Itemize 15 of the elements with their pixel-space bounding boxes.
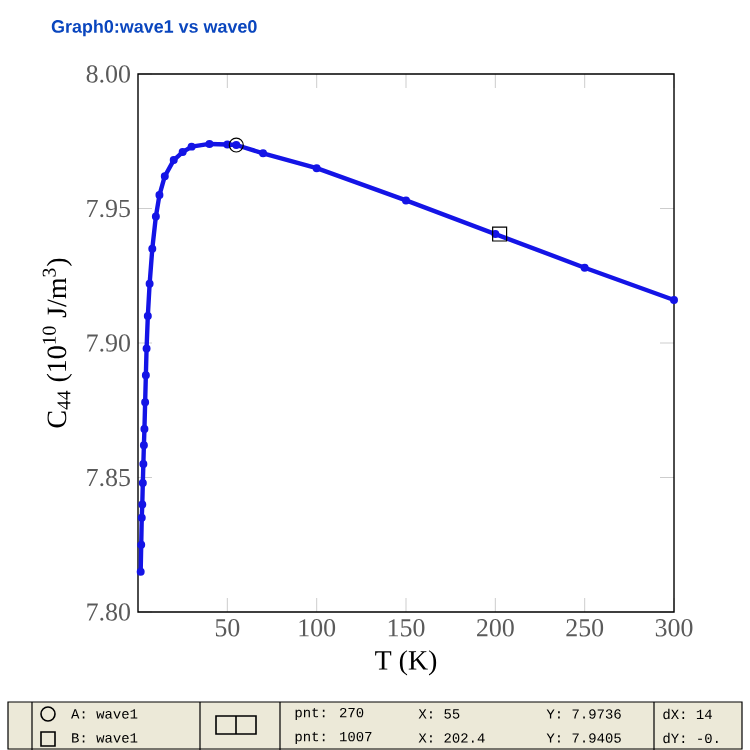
x-tick-label: 300 bbox=[655, 619, 693, 637]
y-axis-title: C$_{44}$ (10$^{10}$ J/m$^{3}$) bbox=[42, 258, 72, 428]
x-tick-label: 50 bbox=[215, 619, 240, 637]
x-tick-label: 200 bbox=[477, 619, 514, 637]
y-tick-label: 7.80 bbox=[87, 603, 130, 621]
x-tick-label: 250 bbox=[566, 619, 604, 637]
x-tick-label: 150 bbox=[388, 619, 425, 637]
y-tick-label: 7.95 bbox=[87, 199, 130, 218]
point bbox=[492, 226, 508, 242]
y-tick-label: 7.90 bbox=[87, 334, 130, 352]
y-tick-label: 7.85 bbox=[87, 468, 130, 487]
x-tick-label: 100 bbox=[299, 619, 336, 637]
y-tick-label: 8.00 bbox=[86, 65, 130, 83]
chart-title: Graph0:wave1 vs wave0 bbox=[51, 19, 257, 37]
x-axis-title: T (K) bbox=[375, 650, 437, 676]
